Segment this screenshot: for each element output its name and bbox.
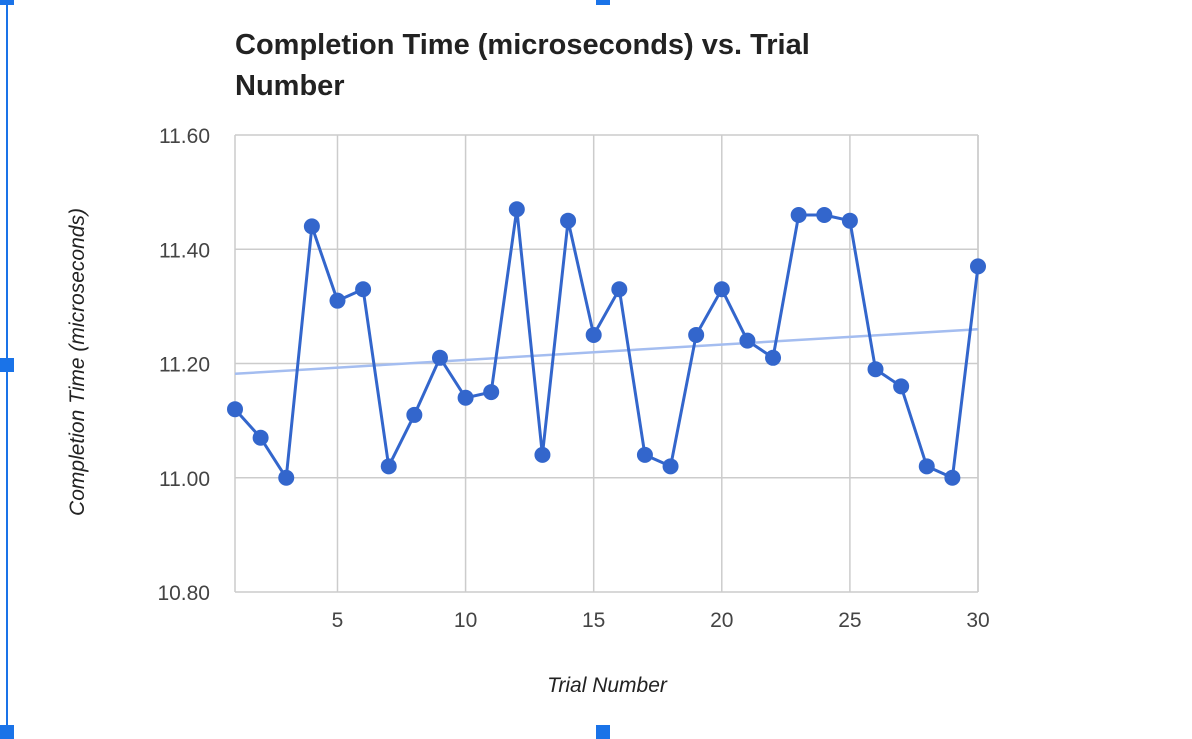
data-point[interactable]	[303, 218, 320, 235]
x-tick-label: 20	[710, 609, 733, 632]
data-point[interactable]	[560, 212, 577, 229]
chart-title-line-1: Completion Time (microseconds) vs. Trial	[235, 29, 810, 61]
y-tick-label: 11.60	[159, 125, 210, 148]
data-point[interactable]	[508, 201, 525, 218]
x-axis-title: Trial Number	[547, 674, 668, 697]
x-tick-label: 5	[332, 609, 344, 632]
data-point[interactable]	[483, 384, 500, 401]
y-tick-label: 11.40	[159, 239, 210, 262]
data-point[interactable]	[688, 326, 705, 343]
trendline-group	[234, 327, 979, 376]
data-point[interactable]	[431, 349, 448, 366]
data-point[interactable]	[611, 281, 628, 298]
data-point[interactable]	[867, 361, 884, 378]
data-point[interactable]	[944, 469, 961, 486]
y-axis-ticks: 10.80 11.00 11.20 11.40 11.60	[157, 125, 210, 605]
data-point[interactable]	[380, 458, 397, 475]
data-point[interactable]	[765, 349, 782, 366]
trendline	[234, 327, 979, 376]
data-point[interactable]	[278, 469, 295, 486]
y-tick-label: 11.20	[159, 354, 210, 377]
data-point[interactable]	[585, 326, 602, 343]
data-point[interactable]	[790, 206, 807, 223]
data-point[interactable]	[534, 446, 551, 463]
data-point[interactable]	[816, 206, 833, 223]
data-point[interactable]	[713, 281, 730, 298]
data-point[interactable]	[457, 389, 474, 406]
data-point[interactable]	[406, 406, 423, 423]
data-point[interactable]	[355, 281, 372, 298]
selection-handle-top[interactable]	[596, 0, 610, 5]
x-tick-label: 30	[966, 609, 989, 632]
grid-lines	[234, 134, 979, 593]
series-group	[227, 201, 986, 486]
data-point[interactable]	[893, 378, 910, 395]
selection-handle-left[interactable]	[0, 358, 14, 372]
data-point[interactable]	[662, 458, 679, 475]
y-axis-title: Completion Time (microseconds)	[66, 208, 89, 516]
chart-title: Completion Time (microseconds) vs. Trial…	[235, 29, 810, 102]
y-tick-label: 10.80	[157, 582, 210, 605]
data-point[interactable]	[970, 258, 986, 275]
x-tick-label: 25	[838, 609, 861, 632]
data-point[interactable]	[918, 458, 935, 475]
data-point[interactable]	[227, 401, 243, 418]
x-tick-label: 10	[454, 609, 477, 632]
x-axis-ticks: 5 10 15 20 25 30	[332, 609, 990, 632]
y-tick-label: 11.00	[159, 468, 210, 491]
data-point[interactable]	[252, 429, 269, 446]
data-point[interactable]	[329, 292, 346, 309]
data-point[interactable]	[739, 332, 756, 349]
chart-title-line-2: Number	[235, 70, 345, 102]
x-tick-label: 15	[582, 609, 605, 632]
data-point[interactable]	[841, 212, 858, 229]
data-point[interactable]	[636, 446, 653, 463]
selection-handle-top-left[interactable]	[0, 0, 14, 5]
